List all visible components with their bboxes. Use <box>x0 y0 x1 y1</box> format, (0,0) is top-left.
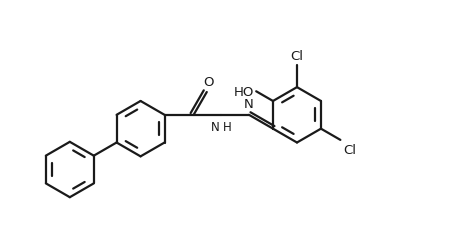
Text: N: N <box>211 120 219 133</box>
Text: O: O <box>204 76 214 89</box>
Text: Cl: Cl <box>343 143 356 156</box>
Text: N: N <box>244 98 254 110</box>
Text: HO: HO <box>234 85 254 98</box>
Text: H: H <box>223 120 232 133</box>
Text: Cl: Cl <box>290 50 303 62</box>
